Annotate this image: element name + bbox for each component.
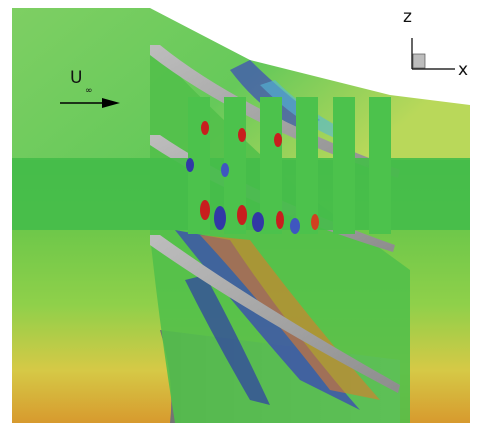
freestream-arrow bbox=[60, 98, 120, 108]
axis-x-label: x bbox=[458, 60, 469, 80]
blade-lower bbox=[150, 235, 400, 393]
upper-surface bbox=[12, 8, 470, 160]
axis-triad bbox=[411, 38, 455, 70]
freestream-subscript: ∞ bbox=[85, 86, 93, 96]
freestream-label: U bbox=[70, 68, 83, 88]
wake-structures bbox=[186, 121, 319, 234]
axis-z-label: z bbox=[403, 7, 412, 27]
